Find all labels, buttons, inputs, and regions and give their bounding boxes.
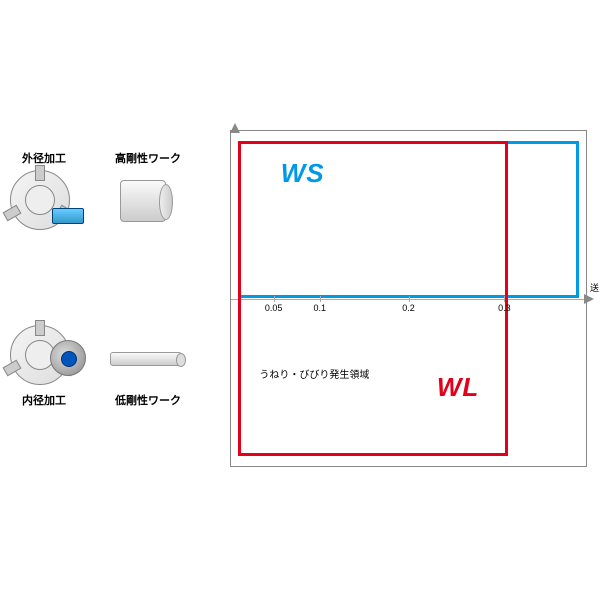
label-highrigid: 高剛性ワーク bbox=[108, 150, 188, 166]
tool-external-icon bbox=[52, 208, 84, 224]
chart-area: WS WL うねり・びびり発生領域 送り量 f (mm/rev) 0.050.1… bbox=[230, 130, 587, 467]
x-tick: 0.1 bbox=[313, 303, 326, 313]
bore-internal-icon bbox=[50, 340, 86, 376]
region-wl bbox=[238, 141, 508, 456]
workpiece-rigid-icon bbox=[120, 180, 166, 222]
chatter-note: うねり・びびり発生領域 bbox=[259, 366, 369, 381]
x-tick: 0.05 bbox=[265, 303, 283, 313]
label-internal: 内径加工 bbox=[14, 392, 74, 408]
x-tick: 0.3 bbox=[498, 303, 511, 313]
label-lowrigid: 低剛性ワーク bbox=[108, 392, 188, 408]
diagram-root: 外径加工 高剛性ワーク 内径加工 低剛性ワーク WS WL うねり・びびり発生領… bbox=[0, 0, 600, 600]
workpiece-thin-icon bbox=[110, 352, 182, 366]
x-axis-arrow-icon bbox=[584, 294, 594, 304]
label-external: 外径加工 bbox=[14, 150, 74, 166]
y-axis-arrow-icon bbox=[230, 123, 240, 133]
x-tick: 0.2 bbox=[402, 303, 415, 313]
series-label-ws: WS bbox=[281, 158, 325, 189]
series-label-wl: WL bbox=[437, 372, 479, 403]
